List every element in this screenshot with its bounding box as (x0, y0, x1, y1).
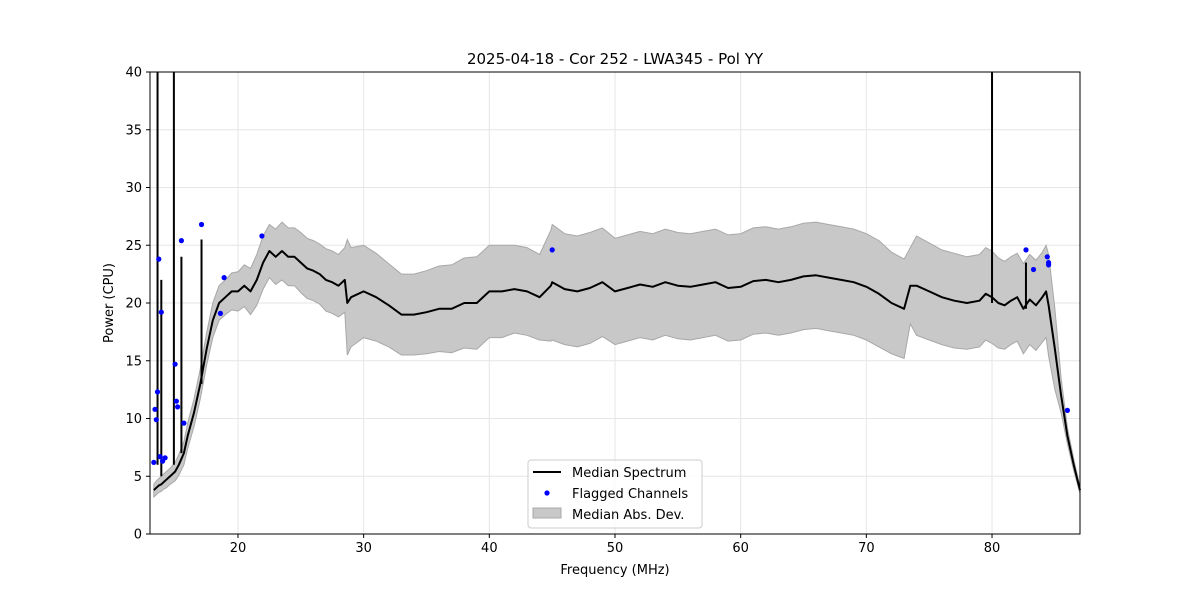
flagged-channel-point (549, 247, 555, 253)
legend: Median Spectrum Flagged Channels Median … (527, 459, 703, 529)
flagged-channel-point (152, 406, 158, 412)
flagged-channel-point (1046, 262, 1052, 268)
flagged-channel-point (173, 398, 179, 404)
legend-label-median: Median Spectrum (572, 466, 686, 481)
flagged-channel-point (151, 459, 157, 465)
flagged-channel-point (181, 420, 187, 426)
flagged-channel-point (154, 389, 161, 395)
y-tick-label: 35 (125, 123, 142, 138)
y-axis-label: Power (CPU) (102, 263, 117, 343)
x-tick-label: 50 (607, 541, 624, 556)
flagged-channel-point (162, 455, 168, 461)
flagged-channel-point (259, 233, 265, 239)
flagged-channel-point (221, 275, 227, 281)
x-tick-label: 40 (481, 541, 498, 556)
legend-swatch-flagged (544, 490, 550, 496)
y-tick-label: 40 (125, 66, 142, 81)
flagged-channel-point (1023, 247, 1029, 253)
y-tick-label: 10 (125, 412, 142, 427)
x-tick-label: 20 (230, 541, 247, 556)
median-line-layer (153, 72, 1081, 491)
x-tick-label: 30 (355, 541, 372, 556)
x-tick-label: 60 (732, 541, 749, 556)
y-tick-label: 5 (134, 470, 142, 485)
legend-label-mad: Median Abs. Dev. (572, 508, 684, 523)
flagged-channel-point (198, 221, 205, 228)
flagged-channel-point (178, 238, 184, 244)
legend-box (527, 459, 703, 529)
x-axis-ticks: 20 30 40 50 60 70 80 (230, 534, 1001, 556)
y-tick-label: 25 (125, 239, 142, 254)
x-axis-label: Frequency (MHz) (560, 563, 669, 578)
y-tick-label: 30 (125, 181, 142, 196)
y-axis-ticks: 0 5 10 15 20 25 30 35 40 (125, 66, 150, 543)
y-tick-label: 20 (125, 297, 142, 312)
flagged-channel-point (153, 417, 159, 423)
flagged-channel-point (1064, 407, 1070, 413)
legend-swatch-mad (532, 507, 562, 519)
flagged-channel-point (156, 256, 162, 262)
median-spectrum-line (153, 250, 1081, 491)
flagged-channel-point (158, 309, 164, 315)
y-tick-label: 0 (134, 528, 142, 543)
x-tick-label: 70 (858, 541, 875, 556)
flagged-channel-point (217, 310, 223, 316)
flagged-channel-point (157, 454, 163, 460)
x-tick-label: 80 (984, 541, 1001, 556)
flagged-channel-point (1030, 266, 1037, 273)
flagged-channel-point (1044, 254, 1050, 260)
legend-label-flagged: Flagged Channels (572, 487, 688, 502)
chart-title: 2025-04-18 - Cor 252 - LWA345 - Pol YY (467, 50, 764, 68)
flagged-points-layer (151, 221, 1070, 465)
flagged-channel-point (175, 404, 181, 410)
y-tick-label: 15 (125, 354, 142, 369)
flagged-channel-point (172, 361, 178, 367)
